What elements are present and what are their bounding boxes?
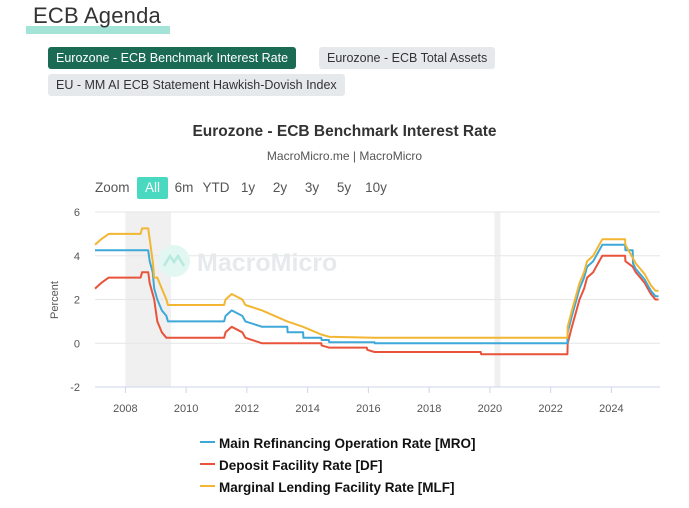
- y-axis-title: Percent: [49, 281, 61, 319]
- x-tick-label: 2018: [417, 403, 441, 415]
- watermark-text: MacroMicro: [197, 249, 337, 277]
- y-tick-label: 6: [74, 207, 80, 219]
- page-title: ECB Agenda: [33, 3, 161, 28]
- watermark: MacroMicro: [158, 245, 337, 277]
- legend-swatch-df: [200, 463, 215, 466]
- x-tick-label: 2022: [538, 403, 562, 415]
- zoom-3y-button[interactable]: 3y: [304, 180, 320, 195]
- x-tick-label: 2024: [599, 403, 623, 415]
- legend-label-mro: Main Refinancing Operation Rate [MRO]: [219, 436, 476, 451]
- zoom-6m-button[interactable]: 6m: [174, 180, 194, 195]
- series-line-mro[interactable]: [95, 243, 659, 345]
- legend-item-mlf[interactable]: Marginal Lending Facility Rate [MLF]: [200, 479, 455, 497]
- x-tick-label: 2020: [478, 403, 502, 415]
- watermark-logo-mark: [162, 253, 186, 267]
- legend-swatch-mlf: [200, 485, 215, 488]
- legend-label-mlf: Marginal Lending Facility Rate [MLF]: [219, 480, 455, 495]
- legend-item-df[interactable]: Deposit Facility Rate [DF]: [200, 457, 383, 475]
- zoom-10y-button[interactable]: 10y: [365, 180, 387, 195]
- zoom-2y-button[interactable]: 2y: [272, 180, 288, 195]
- x-tick-label: 2010: [174, 403, 198, 415]
- y-tick-label: 4: [74, 251, 80, 263]
- chart-subtitle: MacroMicro.me | MacroMicro: [266, 149, 423, 163]
- tab-ecb-total-assets[interactable]: Eurozone - ECB Total Assets: [319, 47, 496, 69]
- y-tick-label: -2: [70, 382, 80, 394]
- series-line-mlf[interactable]: [94, 227, 659, 339]
- x-tick-label: 2016: [356, 403, 380, 415]
- axes: 6 4 2 0 -2 2008 2010 2012 2014 2016 2018 2020 2022 20…: [70, 207, 623, 415]
- series-lines: [94, 227, 659, 356]
- x-tick-label: 2012: [235, 403, 259, 415]
- y-tick-label: 2: [74, 295, 80, 307]
- series-line-df[interactable]: [94, 254, 659, 356]
- x-tick-label: 2008: [113, 403, 137, 415]
- zoom-ytd-button[interactable]: YTD: [202, 180, 230, 195]
- zoom-1y-button[interactable]: 1y: [240, 180, 256, 195]
- zoom-5y-button[interactable]: 5y: [336, 180, 352, 195]
- legend-label-df: Deposit Facility Rate [DF]: [219, 458, 383, 473]
- title-underline: [26, 26, 170, 34]
- y-tick-label: 0: [74, 338, 80, 350]
- zoom-all-button[interactable]: All: [137, 177, 168, 199]
- zoom-label: Zoom: [95, 180, 130, 195]
- legend-item-mro[interactable]: Main Refinancing Operation Rate [MRO]: [200, 435, 476, 453]
- legend-swatch-mro: [200, 441, 215, 444]
- x-tick-label: 2014: [295, 403, 319, 415]
- tab-ecb-benchmark-interest-rate[interactable]: Eurozone - ECB Benchmark Interest Rate: [48, 47, 297, 69]
- chart-title: Eurozone - ECB Benchmark Interest Rate: [192, 123, 497, 140]
- tab-hawkish-dovish-index[interactable]: EU - MM AI ECB Statement Hawkish-Dovish …: [48, 74, 345, 96]
